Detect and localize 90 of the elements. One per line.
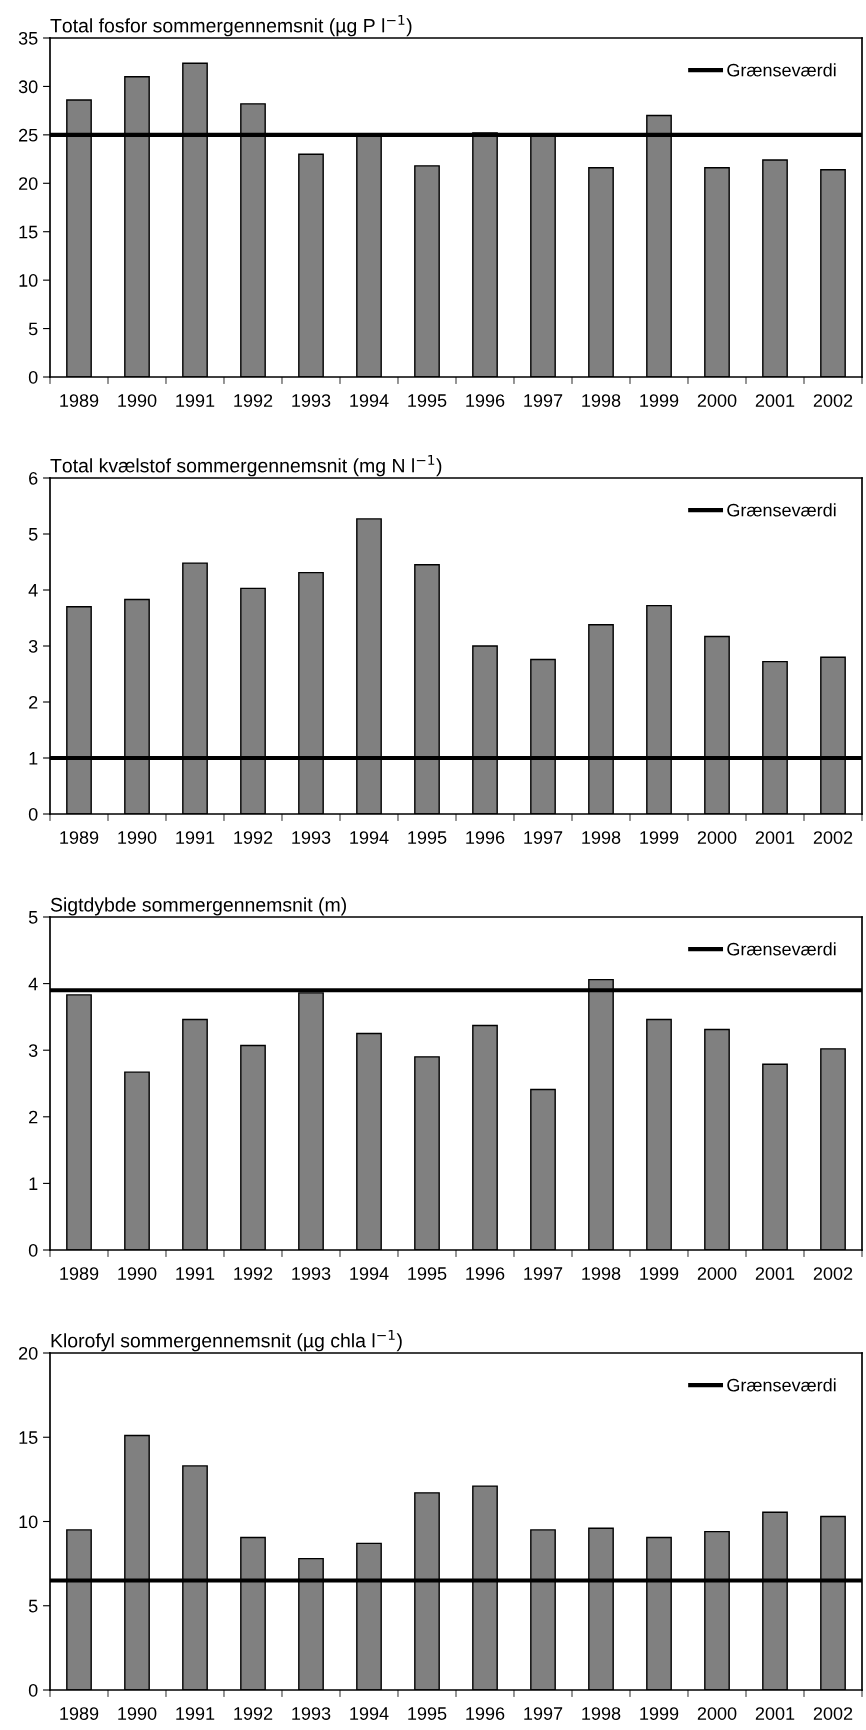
y-tick-label: 10 bbox=[19, 274, 38, 287]
x-tick-label: 2001 bbox=[755, 831, 795, 844]
y-tick-label: 5 bbox=[28, 1599, 38, 1613]
x-tick-label: 1991 bbox=[176, 394, 215, 407]
x-tick-label: 1993 bbox=[292, 1267, 331, 1280]
y-tick-label: 1 bbox=[29, 1177, 38, 1190]
y-tick-label: 0 bbox=[28, 1243, 38, 1257]
y-tick-label: 25 bbox=[19, 128, 38, 142]
y-tick-label: 4 bbox=[28, 977, 38, 991]
x-tick-label: 1990 bbox=[118, 831, 157, 844]
x-tick-label: 1998 bbox=[582, 831, 621, 844]
legend-label: Grænseværdi bbox=[727, 942, 836, 956]
chart-title: Total kvælstof sommergennemsnit (mg N l$^{−1}$) bbox=[50, 454, 442, 477]
x-tick-label: 1994 bbox=[350, 394, 389, 407]
x-tick-label: 1997 bbox=[524, 1707, 563, 1720]
x-tick-label: 2000 bbox=[697, 394, 737, 407]
x-tick-label: 1996 bbox=[466, 1707, 505, 1720]
x-tick-label: 1999 bbox=[640, 1267, 679, 1280]
legend-label: Grænseværdi bbox=[727, 63, 836, 77]
legend-label: Grænseværdi bbox=[727, 503, 836, 517]
y-tick-label: 0 bbox=[28, 807, 38, 821]
y-tick-label: 5 bbox=[28, 322, 38, 336]
y-tick-label: 6 bbox=[29, 471, 38, 485]
x-tick-label: 2001 bbox=[755, 394, 795, 407]
y-tick-label: 15 bbox=[19, 1431, 38, 1444]
x-tick-label: 1989 bbox=[60, 1707, 99, 1720]
y-tick-label: 5 bbox=[28, 911, 38, 924]
x-tick-label: 2001 bbox=[755, 1707, 795, 1720]
x-tick-label: 1994 bbox=[350, 831, 389, 844]
x-tick-label: 2000 bbox=[697, 1707, 737, 1720]
y-tick-label: 5 bbox=[28, 528, 38, 541]
y-tick-label: 3 bbox=[28, 1044, 38, 1057]
x-tick-label: 1990 bbox=[118, 1267, 157, 1280]
x-tick-label: 1999 bbox=[640, 394, 679, 407]
x-tick-label: 1992 bbox=[234, 1267, 273, 1280]
y-tick-label: 0 bbox=[28, 1683, 38, 1697]
x-tick-label: 1997 bbox=[524, 831, 563, 844]
x-tick-label: 1991 bbox=[176, 831, 215, 844]
x-tick-label: 1999 bbox=[640, 831, 679, 844]
x-tick-label: 2001 bbox=[755, 1267, 795, 1280]
x-tick-label: 1998 bbox=[582, 1707, 621, 1720]
x-tick-label: 1993 bbox=[292, 394, 331, 407]
x-tick-label: 1999 bbox=[640, 1707, 679, 1720]
x-tick-label: 1993 bbox=[292, 1707, 331, 1720]
x-tick-label: 1996 bbox=[466, 1267, 505, 1280]
x-tick-label: 2002 bbox=[813, 831, 853, 844]
y-tick-label: 30 bbox=[18, 80, 38, 94]
x-tick-label: 1996 bbox=[466, 831, 505, 844]
x-tick-label: 1998 bbox=[582, 1267, 621, 1280]
y-tick-label: 4 bbox=[28, 584, 38, 597]
x-tick-label: 2000 bbox=[697, 831, 737, 844]
y-tick-label: 2 bbox=[29, 1110, 38, 1124]
x-tick-label: 2002 bbox=[813, 394, 853, 407]
y-tick-label: 20 bbox=[19, 1346, 38, 1360]
x-tick-label: 1997 bbox=[524, 1267, 563, 1280]
x-tick-label: 1991 bbox=[176, 1267, 215, 1280]
y-tick-label: 2 bbox=[29, 695, 38, 709]
x-tick-label: 1989 bbox=[60, 831, 99, 844]
chart-title: Total fosfor sommergennemsnit (µg P l$^{−1}$) bbox=[50, 14, 412, 37]
x-tick-label: 2000 bbox=[697, 1267, 737, 1280]
y-tick-label: 10 bbox=[19, 1515, 38, 1529]
x-tick-label: 1992 bbox=[234, 1707, 273, 1720]
x-tick-label: 1990 bbox=[118, 1707, 157, 1720]
x-tick-label: 1993 bbox=[292, 831, 331, 844]
y-tick-label: 0 bbox=[28, 370, 38, 384]
x-tick-label: 2002 bbox=[813, 1707, 853, 1720]
x-tick-label: 1994 bbox=[350, 1267, 389, 1280]
x-tick-label: 1992 bbox=[234, 394, 273, 407]
y-tick-label: 15 bbox=[19, 225, 38, 239]
x-tick-label: 1991 bbox=[176, 1707, 215, 1720]
chart-title: Sigtdybde sommergennemsnit (m) bbox=[50, 897, 346, 916]
legend-label: Grænseværdi bbox=[727, 1378, 836, 1392]
y-tick-label: 35 bbox=[18, 31, 38, 45]
x-tick-label: 1989 bbox=[60, 1267, 99, 1280]
x-tick-label: 2002 bbox=[813, 1267, 853, 1280]
x-tick-label: 1995 bbox=[408, 1267, 447, 1280]
chart-title: Klorofyl sommergennemsnit (µg chla l$^{−1}$) bbox=[51, 1329, 402, 1352]
x-tick-label: 1994 bbox=[350, 1707, 389, 1720]
x-tick-label: 1995 bbox=[408, 394, 447, 407]
x-tick-label: 1995 bbox=[408, 1707, 447, 1720]
x-tick-label: 1996 bbox=[466, 394, 505, 407]
y-tick-label: 20 bbox=[19, 177, 38, 191]
x-tick-label: 1989 bbox=[60, 394, 99, 407]
x-tick-label: 1992 bbox=[234, 831, 273, 844]
x-tick-label: 1995 bbox=[408, 831, 447, 844]
x-tick-label: 1997 bbox=[524, 394, 563, 407]
y-tick-label: 1 bbox=[29, 752, 38, 765]
x-tick-label: 1998 bbox=[582, 394, 621, 407]
y-tick-label: 3 bbox=[28, 639, 38, 653]
x-tick-label: 1990 bbox=[118, 394, 157, 407]
